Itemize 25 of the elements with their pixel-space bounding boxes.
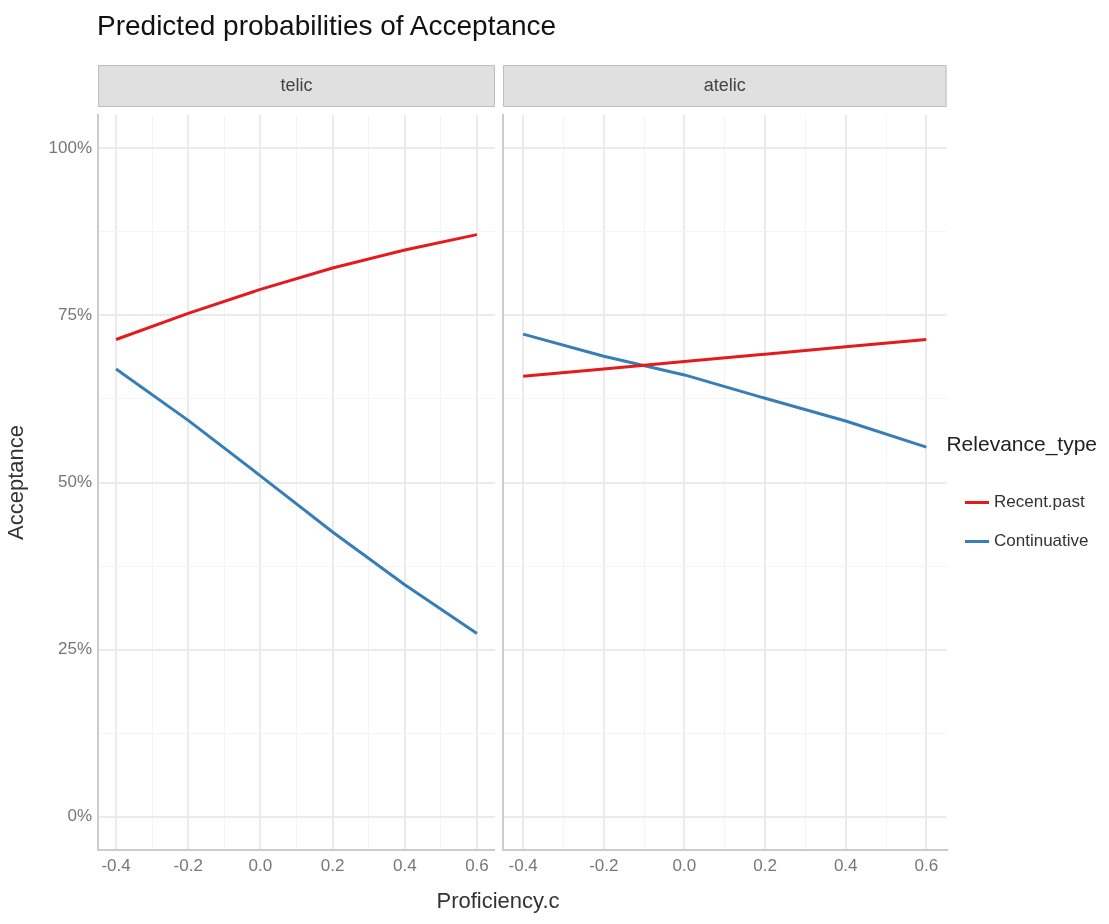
x-tick-label: -0.4 — [508, 855, 538, 875]
x-tick-label: -0.2 — [589, 855, 619, 875]
x-tick-label: 0.2 — [320, 855, 345, 875]
x-tick-label: 0.2 — [753, 855, 777, 875]
x-tick-label: -0.2 — [173, 855, 203, 875]
x-tick-label: 0.4 — [392, 855, 417, 875]
legend-label: Recent.past — [994, 492, 1085, 512]
x-tick-label: 0.0 — [672, 855, 697, 875]
chart-subtitle: atelic — [703, 74, 746, 95]
y-tick-label: 50% — [57, 472, 92, 492]
y-tick-label: 0% — [67, 806, 92, 826]
x-tick-label: -0.4 — [101, 855, 131, 875]
x-axis-title: Proficiency.c — [435, 888, 561, 914]
chart-title: Predicted probabilities of Acceptance — [97, 10, 557, 42]
y-tick-label: 100% — [48, 138, 92, 158]
x-tick-label: 0.6 — [914, 855, 939, 875]
x-tick-label: 0.4 — [833, 855, 858, 875]
legend-label: Continuative — [994, 531, 1089, 551]
y-axis-title: Acceptance — [3, 425, 29, 540]
legend-title: Relevance_type — [946, 432, 1098, 457]
y-tick-label: 75% — [57, 305, 92, 325]
chart-subtitle: telic — [280, 74, 313, 95]
y-tick-label: 25% — [57, 639, 92, 659]
x-tick-label: 0.6 — [465, 855, 489, 875]
x-tick-label: 0.0 — [248, 855, 273, 875]
